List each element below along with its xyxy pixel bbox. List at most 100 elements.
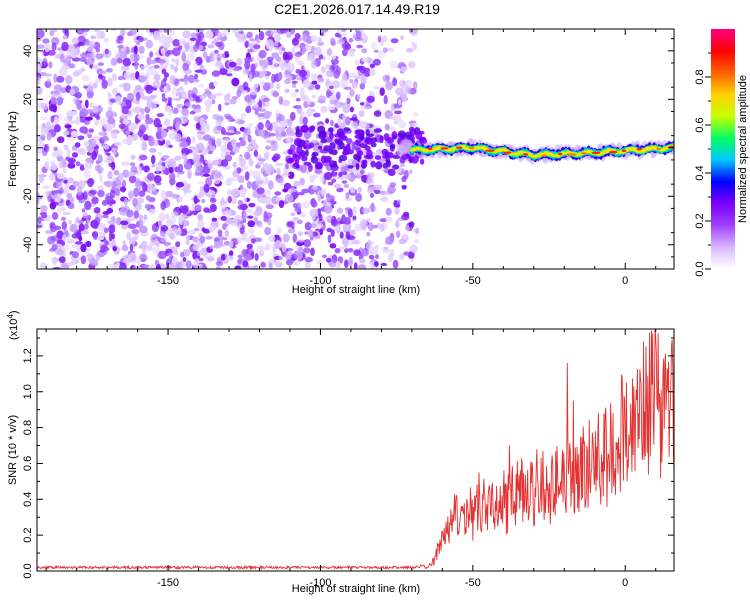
noise-speckle [70,120,79,125]
noise-speckle [161,68,167,75]
noise-speckle [370,202,375,212]
noise-speckle [156,127,162,132]
noise-speckle [231,196,237,205]
noise-speckle [37,57,43,64]
noise-speckle [325,63,330,70]
noise-speckle [351,80,358,89]
noise-speckle [151,164,156,168]
noise-speckle [136,266,143,269]
noise-speckle [118,207,128,216]
noise-speckle [256,187,265,195]
noise-speckle [95,115,101,121]
noise-speckle [304,260,311,269]
noise-speckle [365,57,372,63]
noise-speckle [195,95,201,103]
noise-speckle [218,103,222,112]
noise-speckle [380,262,388,267]
noise-speckle [47,78,51,84]
noise-speckle [164,213,170,220]
noise-speckle [120,65,130,71]
signal-hotspot [656,147,661,150]
noise-speckle [358,120,367,129]
noise-speckle [325,88,332,99]
noise-speckle [50,115,55,123]
noise-speckle [236,58,243,66]
noise-speckle [263,110,271,120]
noise-speckle [361,222,367,231]
noise-speckle [69,88,76,96]
noise-speckle [169,233,176,240]
noise-speckle [271,156,279,161]
noise-speckle [220,150,226,161]
noise-speckle [126,134,133,145]
noise-speckle [140,107,145,117]
noise-speckle [157,250,167,260]
noise-speckle [408,222,413,228]
noise-speckle [98,70,107,75]
noise-speckle [339,231,344,239]
noise-speckle [350,117,358,121]
noise-speckle [81,74,90,82]
noise-speckle [183,187,188,196]
noise-speckle [187,89,193,98]
noise-speckle [181,52,186,62]
noise-blob [342,148,350,156]
noise-speckle [135,165,143,176]
noise-speckle [37,201,40,205]
noise-speckle [143,214,148,221]
noise-speckle [216,125,223,131]
noise-speckle [301,188,310,194]
noise-speckle [139,124,146,134]
noise-speckle [330,58,339,65]
noise-speckle [120,44,124,49]
noise-speckle [253,44,261,50]
noise-speckle [377,35,382,43]
noise-speckle [309,208,319,218]
noise-speckle [96,30,102,40]
noise-speckle [342,222,352,232]
noise-speckle [62,211,71,216]
noise-speckle [249,38,255,42]
noise-speckle [244,60,251,70]
noise-speckle [196,122,201,129]
noise-speckle [127,223,137,229]
noise-blob [340,135,348,141]
noise-blob [314,161,323,170]
noise-speckle [159,233,167,243]
noise-speckle [263,210,268,221]
noise-blob [379,135,384,144]
noise-speckle [111,147,117,152]
noise-blob [286,157,294,164]
noise-speckle [62,185,69,195]
noise-speckle [167,252,173,257]
noise-speckle [368,254,375,260]
noise-speckle [344,43,351,51]
noise-speckle [293,260,300,267]
noise-blob [328,127,334,133]
noise-speckle [114,142,120,147]
noise-speckle [209,197,217,203]
noise-speckle [62,168,67,174]
noise-speckle [93,231,98,240]
noise-speckle [269,143,278,152]
noise-speckle [213,179,221,185]
noise-speckle [263,189,271,196]
noise-speckle [51,211,59,220]
signal-hotspot [622,149,627,153]
y-tick-label: -20 [22,188,34,204]
noise-blob [375,161,383,170]
noise-speckle [197,142,205,151]
noise-speckle [225,73,233,77]
noise-speckle [266,56,274,62]
noise-speckle [373,49,379,53]
noise-speckle [155,165,160,175]
noise-speckle [87,177,94,188]
noise-speckle [92,105,100,115]
noise-speckle [123,71,133,79]
noise-speckle [385,236,394,245]
noise-speckle [161,97,168,102]
noise-speckle [130,72,137,81]
noise-blob [329,131,334,140]
noise-speckle [108,232,113,242]
noise-speckle [83,141,90,147]
